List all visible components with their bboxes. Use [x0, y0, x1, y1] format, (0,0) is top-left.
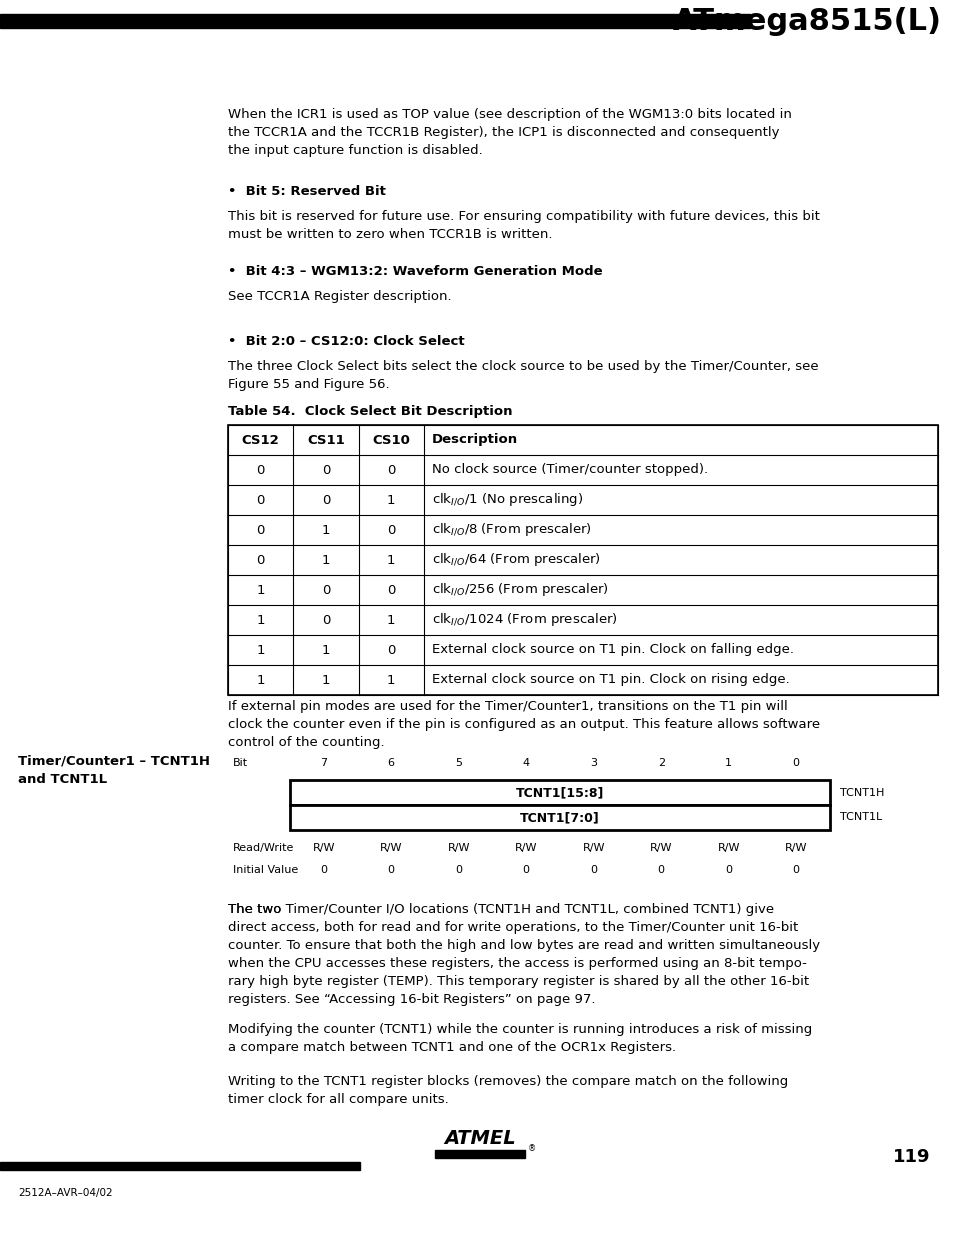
Text: ®: ® — [527, 1144, 536, 1153]
Text: 3: 3 — [590, 758, 597, 768]
Text: CS12: CS12 — [241, 433, 279, 447]
Text: R/W: R/W — [379, 844, 402, 853]
Text: 0: 0 — [387, 524, 395, 536]
Text: 0: 0 — [321, 463, 330, 477]
Text: •  Bit 4:3 – WGM13:2: Waveform Generation Mode: • Bit 4:3 – WGM13:2: Waveform Generation… — [228, 266, 602, 278]
Text: Description: Description — [432, 433, 517, 447]
Text: clk$_{I/O}$/256 (From prescaler): clk$_{I/O}$/256 (From prescaler) — [432, 582, 608, 598]
Text: clk$_{I/O}$/8 (From prescaler): clk$_{I/O}$/8 (From prescaler) — [432, 521, 591, 538]
Text: TCNT1[7:0]: TCNT1[7:0] — [519, 811, 599, 824]
Text: 1: 1 — [387, 494, 395, 506]
Text: The three Clock Select bits select the clock source to be used by the Timer/Coun: The three Clock Select bits select the c… — [228, 359, 818, 391]
Text: 0: 0 — [792, 758, 799, 768]
Text: 2512A–AVR–04/02: 2512A–AVR–04/02 — [18, 1188, 112, 1198]
Text: R/W: R/W — [515, 844, 537, 853]
Bar — [435, 1150, 524, 1158]
Text: 1: 1 — [321, 524, 330, 536]
Text: 0: 0 — [321, 583, 330, 597]
Text: clk$_{I/O}$/1024 (From prescaler): clk$_{I/O}$/1024 (From prescaler) — [432, 611, 617, 629]
Text: The two: The two — [228, 903, 285, 916]
Text: 0: 0 — [321, 494, 330, 506]
Text: 0: 0 — [792, 864, 799, 876]
Text: 2: 2 — [657, 758, 664, 768]
Text: TCNT1L: TCNT1L — [840, 813, 882, 823]
Text: Modifying the counter (TCNT1) while the counter is running introduces a risk of : Modifying the counter (TCNT1) while the … — [228, 1023, 811, 1053]
Text: 0: 0 — [321, 614, 330, 626]
Text: 1: 1 — [256, 643, 265, 657]
Text: R/W: R/W — [447, 844, 470, 853]
Text: clk$_{I/O}$/1 (No prescaling): clk$_{I/O}$/1 (No prescaling) — [432, 492, 582, 509]
Text: 0: 0 — [256, 524, 265, 536]
Text: Table 54.  Clock Select Bit Description: Table 54. Clock Select Bit Description — [228, 405, 512, 417]
Text: 1: 1 — [387, 673, 395, 687]
Text: Timer/Counter1 – TCNT1H
and TCNT1L: Timer/Counter1 – TCNT1H and TCNT1L — [18, 755, 210, 785]
Text: Initial Value: Initial Value — [233, 864, 298, 876]
Text: •  Bit 2:0 – CS12:0: Clock Select: • Bit 2:0 – CS12:0: Clock Select — [228, 335, 464, 348]
Text: CS10: CS10 — [372, 433, 410, 447]
Text: 0: 0 — [256, 463, 265, 477]
Text: ATMEL: ATMEL — [444, 1129, 516, 1149]
Text: R/W: R/W — [582, 844, 604, 853]
Text: R/W: R/W — [313, 844, 335, 853]
Text: When the ICR1 is used as TOP value (see description of the WGM13:0 bits located : When the ICR1 is used as TOP value (see … — [228, 107, 791, 157]
Text: 0: 0 — [522, 864, 529, 876]
Text: 1: 1 — [321, 643, 330, 657]
Text: ATmega8515(L): ATmega8515(L) — [672, 6, 941, 36]
Text: 7: 7 — [320, 758, 327, 768]
Text: 0: 0 — [256, 494, 265, 506]
Text: 1: 1 — [387, 614, 395, 626]
Text: 5: 5 — [455, 758, 462, 768]
Bar — [0, 14, 749, 28]
Text: 0: 0 — [455, 864, 462, 876]
Text: CS11: CS11 — [307, 433, 344, 447]
Text: See TCCR1A Register description.: See TCCR1A Register description. — [228, 290, 451, 303]
Text: If external pin modes are used for the Timer/Counter1, transitions on the T1 pin: If external pin modes are used for the T… — [228, 700, 820, 748]
Bar — [290, 805, 829, 830]
Text: clk$_{I/O}$/64 (From prescaler): clk$_{I/O}$/64 (From prescaler) — [432, 552, 600, 568]
Text: 1: 1 — [321, 673, 330, 687]
Bar — [0, 1162, 359, 1170]
Text: 119: 119 — [892, 1149, 929, 1166]
Text: 0: 0 — [657, 864, 664, 876]
Text: 1: 1 — [724, 758, 732, 768]
Text: 0: 0 — [590, 864, 597, 876]
Text: Writing to the TCNT1 register blocks (removes) the compare match on the followin: Writing to the TCNT1 register blocks (re… — [228, 1074, 787, 1107]
Bar — [290, 781, 829, 805]
Text: 0: 0 — [387, 864, 395, 876]
Text: No clock source (Timer/counter stopped).: No clock source (Timer/counter stopped). — [432, 463, 707, 477]
Text: 1: 1 — [256, 614, 265, 626]
Text: 1: 1 — [387, 553, 395, 567]
Text: •  Bit 5: Reserved Bit: • Bit 5: Reserved Bit — [228, 185, 385, 198]
Text: The two Timer/Counter I/O locations (TCNT1H and TCNT1L, combined TCNT1) give
dir: The two Timer/Counter I/O locations (TCN… — [228, 903, 820, 1007]
Text: 6: 6 — [387, 758, 395, 768]
Text: This bit is reserved for future use. For ensuring compatibility with future devi: This bit is reserved for future use. For… — [228, 210, 819, 241]
Text: Bit: Bit — [233, 758, 248, 768]
Text: 4: 4 — [522, 758, 529, 768]
Text: 1: 1 — [321, 553, 330, 567]
Text: TCNT1H: TCNT1H — [840, 788, 883, 798]
Text: 0: 0 — [320, 864, 327, 876]
Text: R/W: R/W — [784, 844, 806, 853]
Text: 0: 0 — [387, 463, 395, 477]
Text: 0: 0 — [256, 553, 265, 567]
Text: 1: 1 — [256, 583, 265, 597]
Text: External clock source on T1 pin. Clock on falling edge.: External clock source on T1 pin. Clock o… — [432, 643, 793, 657]
Text: External clock source on T1 pin. Clock on rising edge.: External clock source on T1 pin. Clock o… — [432, 673, 789, 687]
Text: 0: 0 — [387, 643, 395, 657]
Text: Read/Write: Read/Write — [233, 844, 294, 853]
Text: R/W: R/W — [649, 844, 672, 853]
Text: TCNT1[15:8]: TCNT1[15:8] — [516, 785, 603, 799]
Text: 0: 0 — [724, 864, 732, 876]
Bar — [228, 425, 937, 695]
Text: 0: 0 — [387, 583, 395, 597]
Text: 1: 1 — [256, 673, 265, 687]
Text: R/W: R/W — [717, 844, 740, 853]
